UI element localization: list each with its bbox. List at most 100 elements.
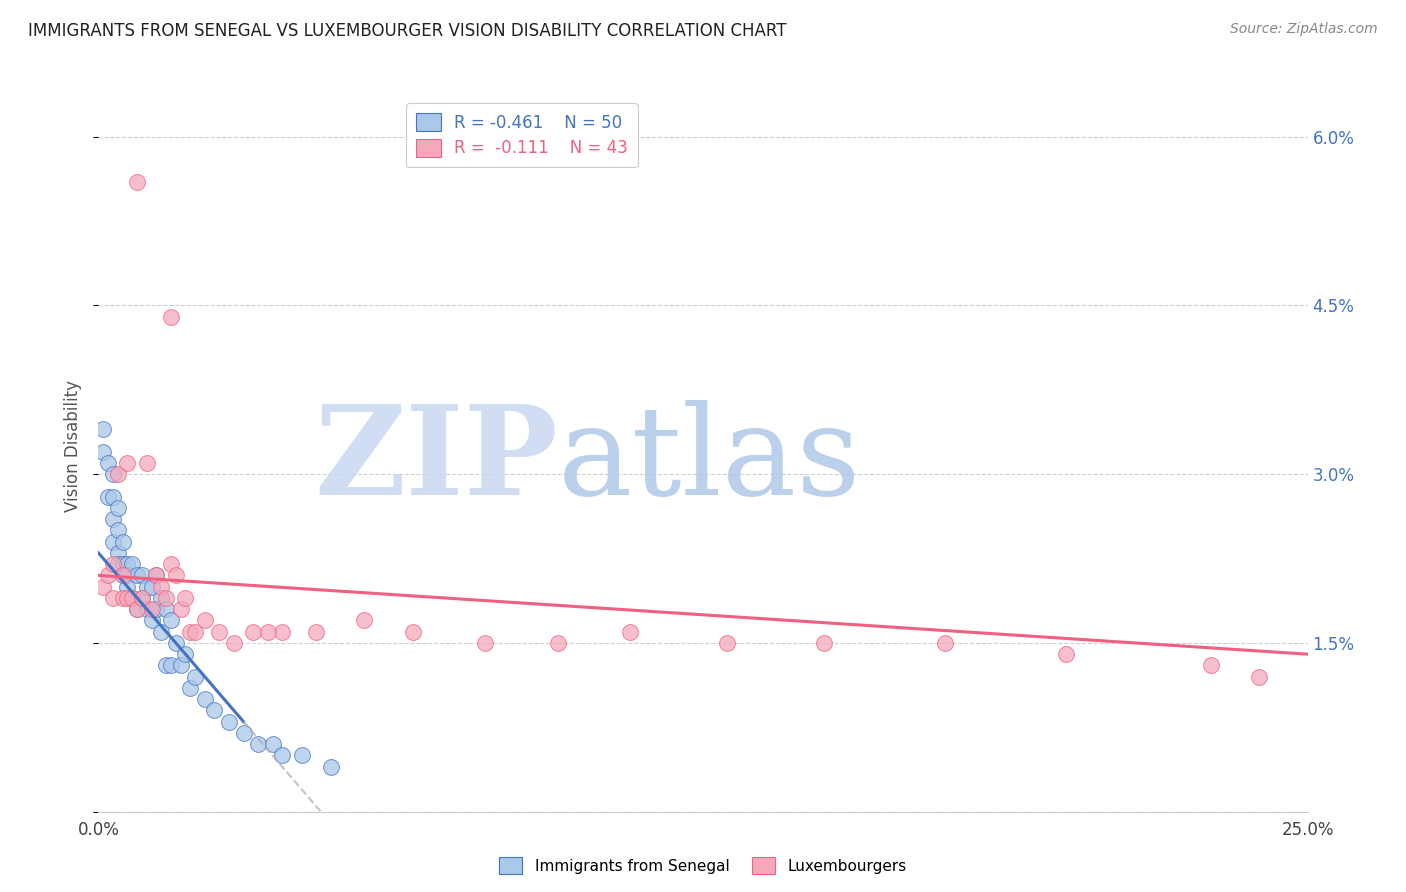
Text: atlas: atlas bbox=[558, 401, 862, 521]
Point bbox=[165, 636, 187, 650]
Point bbox=[127, 568, 149, 582]
Point bbox=[160, 557, 183, 571]
Point bbox=[141, 602, 163, 616]
Point bbox=[97, 456, 120, 470]
Point bbox=[101, 557, 124, 571]
Point bbox=[121, 557, 143, 571]
Point bbox=[242, 624, 264, 639]
Point bbox=[141, 580, 163, 594]
Point bbox=[179, 624, 201, 639]
Point bbox=[934, 636, 956, 650]
Point bbox=[165, 568, 187, 582]
Point bbox=[290, 748, 312, 763]
Point bbox=[305, 624, 328, 639]
Point bbox=[222, 636, 245, 650]
Point bbox=[179, 681, 201, 695]
Point bbox=[91, 422, 114, 436]
Point bbox=[813, 636, 835, 650]
Point bbox=[97, 490, 120, 504]
Point bbox=[101, 591, 124, 605]
Point bbox=[111, 534, 134, 549]
Text: ZIP: ZIP bbox=[314, 401, 558, 521]
Point bbox=[145, 602, 167, 616]
Point bbox=[353, 614, 375, 628]
Point bbox=[101, 467, 124, 482]
Point bbox=[127, 175, 149, 189]
Point bbox=[474, 636, 496, 650]
Point bbox=[169, 602, 191, 616]
Point bbox=[547, 636, 569, 650]
Point bbox=[101, 534, 124, 549]
Point bbox=[97, 568, 120, 582]
Point bbox=[184, 624, 207, 639]
Point bbox=[121, 591, 143, 605]
Point bbox=[150, 580, 173, 594]
Point bbox=[145, 568, 167, 582]
Point bbox=[402, 624, 425, 639]
Point bbox=[131, 568, 153, 582]
Point bbox=[145, 568, 167, 582]
Point bbox=[107, 546, 129, 560]
Point bbox=[262, 737, 284, 751]
Point bbox=[127, 602, 149, 616]
Point bbox=[91, 580, 114, 594]
Point bbox=[155, 591, 177, 605]
Y-axis label: Vision Disability: Vision Disability bbox=[65, 380, 83, 512]
Point bbox=[150, 591, 173, 605]
Point bbox=[111, 568, 134, 582]
Point bbox=[117, 580, 139, 594]
Point bbox=[117, 456, 139, 470]
Point bbox=[111, 557, 134, 571]
Point bbox=[160, 310, 183, 324]
Point bbox=[169, 658, 191, 673]
Point bbox=[184, 670, 207, 684]
Text: IMMIGRANTS FROM SENEGAL VS LUXEMBOURGER VISION DISABILITY CORRELATION CHART: IMMIGRANTS FROM SENEGAL VS LUXEMBOURGER … bbox=[28, 22, 786, 40]
Point bbox=[127, 602, 149, 616]
Point bbox=[135, 580, 157, 594]
Point bbox=[107, 524, 129, 538]
Point bbox=[111, 568, 134, 582]
Point bbox=[271, 624, 294, 639]
Point bbox=[1249, 670, 1271, 684]
Point bbox=[155, 602, 177, 616]
Point bbox=[174, 591, 197, 605]
Point bbox=[141, 614, 163, 628]
Point bbox=[135, 602, 157, 616]
Point bbox=[160, 658, 183, 673]
Point bbox=[91, 444, 114, 458]
Point bbox=[1199, 658, 1222, 673]
Point bbox=[271, 748, 294, 763]
Point bbox=[1054, 647, 1077, 661]
Point bbox=[160, 614, 183, 628]
Point bbox=[150, 624, 173, 639]
Point bbox=[218, 714, 240, 729]
Point bbox=[117, 591, 139, 605]
Point bbox=[117, 568, 139, 582]
Point bbox=[716, 636, 738, 650]
Point bbox=[208, 624, 231, 639]
Point bbox=[194, 614, 217, 628]
Point bbox=[194, 692, 217, 706]
Point bbox=[135, 456, 157, 470]
Legend: Immigrants from Senegal, Luxembourgers: Immigrants from Senegal, Luxembourgers bbox=[494, 851, 912, 880]
Point bbox=[155, 658, 177, 673]
Point bbox=[101, 490, 124, 504]
Point bbox=[107, 500, 129, 515]
Point bbox=[111, 591, 134, 605]
Point bbox=[121, 591, 143, 605]
Point bbox=[247, 737, 270, 751]
Point bbox=[101, 512, 124, 526]
Point bbox=[232, 726, 254, 740]
Point bbox=[174, 647, 197, 661]
Point bbox=[131, 591, 153, 605]
Point bbox=[204, 703, 226, 717]
Point bbox=[107, 557, 129, 571]
Legend: R = -0.461    N = 50, R =  -0.111    N = 43: R = -0.461 N = 50, R = -0.111 N = 43 bbox=[405, 103, 638, 167]
Point bbox=[131, 591, 153, 605]
Point bbox=[319, 760, 342, 774]
Text: Source: ZipAtlas.com: Source: ZipAtlas.com bbox=[1230, 22, 1378, 37]
Point bbox=[117, 557, 139, 571]
Point bbox=[256, 624, 278, 639]
Point bbox=[619, 624, 641, 639]
Point bbox=[107, 467, 129, 482]
